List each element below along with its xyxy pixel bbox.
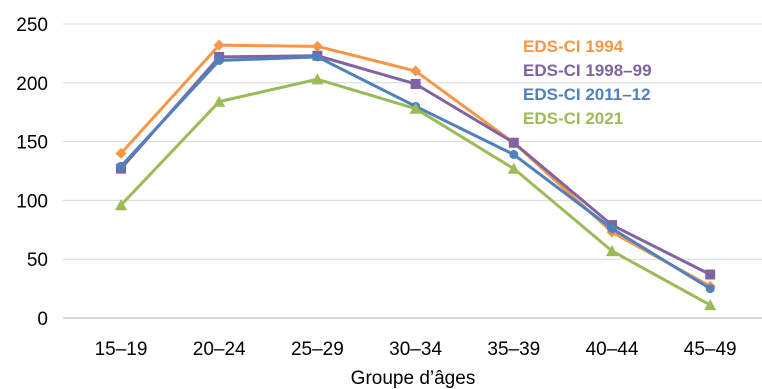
data-point xyxy=(311,40,323,52)
series-lines xyxy=(115,39,717,311)
data-point xyxy=(116,161,126,171)
data-point xyxy=(410,78,421,89)
data-point xyxy=(312,52,322,62)
y-tick-label: 250 xyxy=(16,15,48,36)
y-tick-label: 0 xyxy=(37,309,48,330)
x-axis-title: Groupe d’âges xyxy=(351,368,476,389)
series-4 xyxy=(115,73,717,311)
gridlines xyxy=(63,23,762,319)
data-point xyxy=(115,199,127,211)
x-tick-label: 45–49 xyxy=(684,339,737,360)
data-point xyxy=(705,284,715,294)
data-point xyxy=(213,39,225,51)
data-point xyxy=(704,299,717,311)
data-point xyxy=(213,95,226,107)
data-point xyxy=(410,65,422,77)
x-tick-label: 25–29 xyxy=(291,339,344,360)
x-tick-label: 20–24 xyxy=(193,339,246,360)
data-point xyxy=(705,269,716,280)
data-point xyxy=(508,137,519,148)
y-axis-ticks: 0 50 100 150 200 250 xyxy=(16,15,48,330)
data-point xyxy=(509,150,519,160)
legend-entry: EDS-CI 1994 xyxy=(523,37,624,56)
data-point xyxy=(507,162,520,174)
data-point xyxy=(115,147,127,159)
x-axis-ticks: 15–19 20–24 25–29 30–34 35–39 40–44 45–49 xyxy=(95,339,737,360)
legend-entry: EDS-CI 1998–99 xyxy=(523,61,652,80)
data-point xyxy=(409,102,422,114)
y-tick-label: 150 xyxy=(16,133,48,154)
data-point xyxy=(214,55,224,65)
y-tick-label: 50 xyxy=(27,250,48,271)
data-point xyxy=(607,224,617,234)
x-tick-label: 15–19 xyxy=(95,339,148,360)
legend-entry: EDS-CI 2021 xyxy=(523,109,623,128)
x-tick-label: 40–44 xyxy=(586,339,639,360)
legend-entry: EDS-CI 2011–12 xyxy=(523,85,651,104)
data-point xyxy=(311,73,324,85)
x-tick-label: 35–39 xyxy=(487,339,540,360)
y-tick-label: 100 xyxy=(16,191,48,212)
x-tick-label: 30–34 xyxy=(389,339,442,360)
legend: EDS-CI 1994 EDS-CI 1998–99 EDS-CI 2011–12 E… xyxy=(523,37,652,128)
y-tick-label: 200 xyxy=(16,74,48,95)
data-point xyxy=(606,244,618,257)
